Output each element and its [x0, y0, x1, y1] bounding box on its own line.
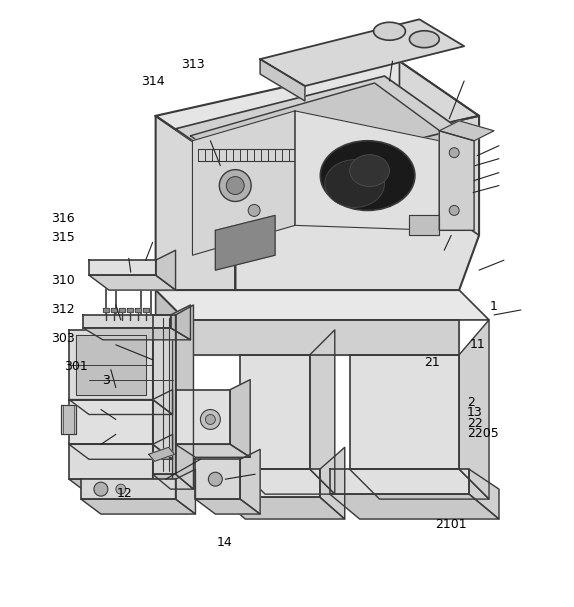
Polygon shape — [153, 315, 176, 474]
Polygon shape — [69, 444, 153, 479]
Polygon shape — [192, 111, 295, 255]
Text: 1: 1 — [490, 300, 498, 313]
Polygon shape — [156, 320, 459, 354]
Polygon shape — [330, 494, 499, 519]
Polygon shape — [350, 469, 489, 499]
Polygon shape — [176, 469, 195, 514]
Polygon shape — [149, 447, 174, 461]
Circle shape — [205, 415, 215, 424]
Circle shape — [116, 484, 126, 494]
Text: 315: 315 — [51, 231, 75, 243]
Polygon shape — [215, 215, 275, 270]
Polygon shape — [241, 354, 310, 469]
Polygon shape — [156, 290, 489, 320]
Circle shape — [94, 482, 108, 496]
Polygon shape — [69, 399, 173, 415]
Polygon shape — [459, 320, 489, 499]
Ellipse shape — [350, 155, 390, 186]
Ellipse shape — [325, 160, 385, 208]
Polygon shape — [176, 444, 250, 457]
Ellipse shape — [409, 31, 439, 48]
Polygon shape — [156, 250, 176, 290]
Polygon shape — [176, 390, 230, 444]
Text: 2101: 2101 — [436, 518, 467, 531]
Polygon shape — [143, 308, 149, 312]
Circle shape — [449, 205, 459, 215]
Text: 22: 22 — [467, 416, 483, 430]
Text: 303: 303 — [51, 332, 75, 345]
Text: 12: 12 — [117, 487, 132, 500]
Polygon shape — [153, 435, 173, 494]
Polygon shape — [235, 116, 479, 290]
Polygon shape — [310, 330, 335, 494]
Text: 13: 13 — [467, 406, 483, 419]
Polygon shape — [81, 499, 195, 514]
Text: 312: 312 — [51, 303, 75, 316]
Text: 21: 21 — [424, 356, 440, 369]
Polygon shape — [295, 111, 439, 230]
Polygon shape — [69, 444, 173, 459]
Text: 2205: 2205 — [467, 427, 499, 440]
Polygon shape — [176, 305, 193, 489]
Polygon shape — [89, 260, 156, 275]
Text: 310: 310 — [51, 274, 75, 287]
Polygon shape — [320, 447, 345, 519]
Text: 301: 301 — [64, 361, 87, 373]
Polygon shape — [83, 328, 191, 340]
Polygon shape — [350, 354, 459, 469]
Text: 2: 2 — [467, 396, 475, 409]
Polygon shape — [191, 83, 449, 191]
Polygon shape — [111, 308, 117, 312]
Circle shape — [248, 205, 260, 217]
Polygon shape — [400, 61, 479, 236]
Polygon shape — [76, 335, 146, 395]
Polygon shape — [153, 474, 193, 489]
Polygon shape — [439, 131, 474, 230]
Polygon shape — [195, 499, 260, 514]
Circle shape — [208, 472, 222, 486]
Polygon shape — [61, 404, 76, 435]
Polygon shape — [469, 469, 499, 519]
Polygon shape — [153, 390, 173, 459]
Ellipse shape — [374, 22, 405, 40]
Circle shape — [219, 169, 251, 202]
Polygon shape — [127, 308, 133, 312]
Polygon shape — [241, 469, 335, 494]
Text: 313: 313 — [181, 58, 204, 72]
Polygon shape — [83, 315, 170, 328]
Polygon shape — [81, 479, 176, 499]
Polygon shape — [69, 399, 153, 444]
Ellipse shape — [320, 141, 415, 211]
Circle shape — [200, 410, 220, 429]
Polygon shape — [220, 469, 320, 497]
Polygon shape — [153, 320, 173, 415]
Polygon shape — [195, 459, 241, 499]
Polygon shape — [260, 59, 305, 101]
Polygon shape — [170, 305, 191, 340]
Circle shape — [226, 177, 244, 194]
Text: 14: 14 — [216, 535, 232, 549]
Polygon shape — [156, 61, 479, 171]
Polygon shape — [220, 497, 345, 519]
Polygon shape — [330, 469, 469, 494]
Polygon shape — [119, 308, 125, 312]
Polygon shape — [260, 19, 464, 86]
Polygon shape — [176, 76, 459, 180]
Polygon shape — [156, 116, 235, 290]
Polygon shape — [103, 308, 109, 312]
Text: 3: 3 — [102, 375, 110, 387]
Text: 316: 316 — [51, 212, 75, 225]
Circle shape — [449, 148, 459, 158]
Polygon shape — [89, 275, 176, 290]
Polygon shape — [156, 290, 185, 354]
Polygon shape — [135, 308, 141, 312]
Polygon shape — [69, 479, 173, 494]
Polygon shape — [409, 215, 439, 236]
Text: 11: 11 — [470, 338, 486, 351]
Polygon shape — [439, 121, 494, 141]
Polygon shape — [241, 449, 260, 514]
Text: 314: 314 — [141, 75, 165, 88]
Polygon shape — [230, 379, 250, 457]
Polygon shape — [69, 330, 153, 399]
